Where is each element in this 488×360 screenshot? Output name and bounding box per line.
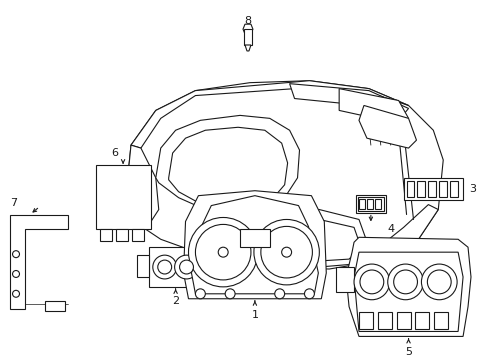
Text: 3: 3	[468, 184, 475, 194]
Ellipse shape	[224, 289, 235, 299]
Ellipse shape	[195, 224, 250, 280]
Text: 6: 6	[111, 148, 119, 158]
Bar	[438, 181, 447, 197]
Polygon shape	[191, 196, 318, 294]
Bar	[132, 229, 143, 241]
Polygon shape	[339, 89, 407, 122]
Bar	[449, 181, 457, 197]
Bar	[96, 165, 150, 229]
Ellipse shape	[387, 264, 423, 300]
Polygon shape	[271, 220, 360, 261]
Ellipse shape	[13, 251, 20, 258]
Polygon shape	[244, 45, 250, 51]
Bar	[45, 301, 64, 311]
Ellipse shape	[152, 255, 176, 279]
Text: 8: 8	[244, 16, 251, 26]
Ellipse shape	[188, 217, 257, 287]
Polygon shape	[244, 29, 251, 45]
Ellipse shape	[353, 264, 389, 300]
Polygon shape	[346, 237, 470, 337]
Bar	[358, 199, 364, 208]
Bar	[336, 267, 353, 292]
Polygon shape	[131, 81, 407, 148]
Polygon shape	[156, 116, 299, 215]
Polygon shape	[10, 215, 67, 309]
Bar	[403, 178, 462, 200]
Ellipse shape	[359, 270, 383, 294]
Text: 1: 1	[251, 310, 258, 320]
Polygon shape	[261, 210, 368, 267]
Ellipse shape	[13, 270, 20, 278]
Text: 5: 5	[404, 347, 411, 357]
Bar	[433, 312, 447, 329]
Ellipse shape	[13, 290, 20, 297]
Ellipse shape	[421, 264, 456, 300]
Ellipse shape	[179, 260, 193, 274]
Bar	[100, 229, 112, 241]
Text: 4: 4	[386, 224, 393, 234]
Ellipse shape	[427, 270, 450, 294]
Polygon shape	[378, 204, 437, 259]
Bar	[357, 197, 383, 211]
Polygon shape	[126, 145, 159, 229]
Bar	[240, 229, 269, 247]
Ellipse shape	[174, 255, 198, 279]
Polygon shape	[353, 252, 462, 332]
Ellipse shape	[260, 226, 312, 278]
Bar	[137, 255, 148, 277]
Bar	[148, 247, 203, 287]
Bar	[417, 181, 425, 197]
Bar	[427, 181, 435, 197]
Bar	[377, 312, 391, 329]
Ellipse shape	[158, 260, 171, 274]
Ellipse shape	[304, 289, 314, 299]
Polygon shape	[168, 127, 287, 208]
Text: 2: 2	[172, 296, 179, 306]
Ellipse shape	[393, 270, 417, 294]
Bar	[406, 181, 414, 197]
Polygon shape	[289, 84, 407, 120]
Bar	[415, 312, 428, 329]
Ellipse shape	[195, 289, 205, 299]
Polygon shape	[183, 191, 325, 299]
Bar	[129, 175, 139, 183]
Ellipse shape	[218, 247, 228, 257]
Bar	[116, 229, 128, 241]
Ellipse shape	[281, 247, 291, 257]
Ellipse shape	[253, 220, 319, 285]
Text: 7: 7	[10, 198, 18, 208]
Bar	[396, 312, 410, 329]
Bar	[374, 199, 380, 208]
Bar	[366, 199, 372, 208]
Bar	[355, 195, 385, 212]
Bar	[358, 312, 372, 329]
Polygon shape	[127, 180, 141, 220]
Ellipse shape	[274, 289, 284, 299]
Polygon shape	[243, 24, 252, 34]
Polygon shape	[358, 105, 416, 148]
Polygon shape	[126, 81, 442, 269]
Polygon shape	[195, 207, 254, 259]
